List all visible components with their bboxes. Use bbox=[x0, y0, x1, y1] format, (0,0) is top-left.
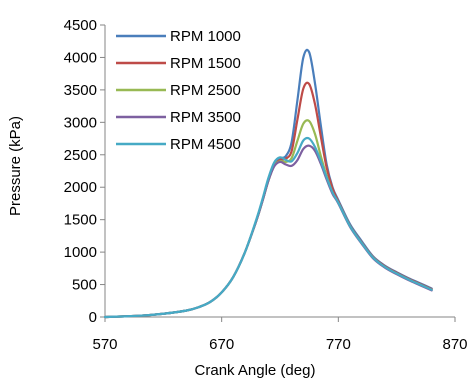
x-tick-label: 570 bbox=[92, 336, 117, 353]
legend: RPM 1000 RPM 1500 RPM 2500 RPM 3500 RPM 4500 bbox=[116, 28, 241, 153]
y-tick-label: 1000 bbox=[64, 244, 97, 261]
y-tick-label: 4500 bbox=[64, 17, 97, 34]
plot-area: 0 500 1000 1500 2000 2500 3000 3500 4000 4500 570… bbox=[64, 17, 468, 353]
legend-label: RPM 1000 bbox=[170, 28, 241, 45]
y-tick-label: 500 bbox=[72, 277, 97, 294]
x-tick-label: 870 bbox=[442, 336, 467, 353]
y-tick-label: 0 bbox=[89, 309, 97, 326]
legend-label: RPM 1500 bbox=[170, 55, 241, 72]
y-tick-label: 3000 bbox=[64, 114, 97, 131]
series-line-4 bbox=[103, 144, 433, 319]
x-tick-label: 770 bbox=[326, 336, 351, 353]
x-axis-ticks: 570 670 770 870 bbox=[92, 317, 468, 353]
series-line-5 bbox=[103, 136, 433, 319]
x-tick-label: 670 bbox=[209, 336, 234, 353]
y-tick-label: 3500 bbox=[64, 82, 97, 99]
y-tick-label: 2500 bbox=[64, 147, 97, 164]
legend-label: RPM 4500 bbox=[170, 136, 241, 153]
y-tick-label: 1500 bbox=[64, 212, 97, 229]
legend-label: RPM 2500 bbox=[170, 82, 241, 99]
x-axis-label: Crank Angle (deg) bbox=[195, 362, 316, 378]
y-axis-ticks: 0 500 1000 1500 2000 2500 3000 3500 4000 4500 bbox=[64, 17, 105, 326]
y-tick-label: 4000 bbox=[64, 49, 97, 66]
y-axis-label: Pressure (kPa) bbox=[7, 116, 24, 216]
legend-label: RPM 3500 bbox=[170, 109, 241, 126]
y-tick-label: 2000 bbox=[64, 179, 97, 196]
series-line-3 bbox=[103, 119, 433, 319]
series-lines bbox=[103, 48, 433, 319]
